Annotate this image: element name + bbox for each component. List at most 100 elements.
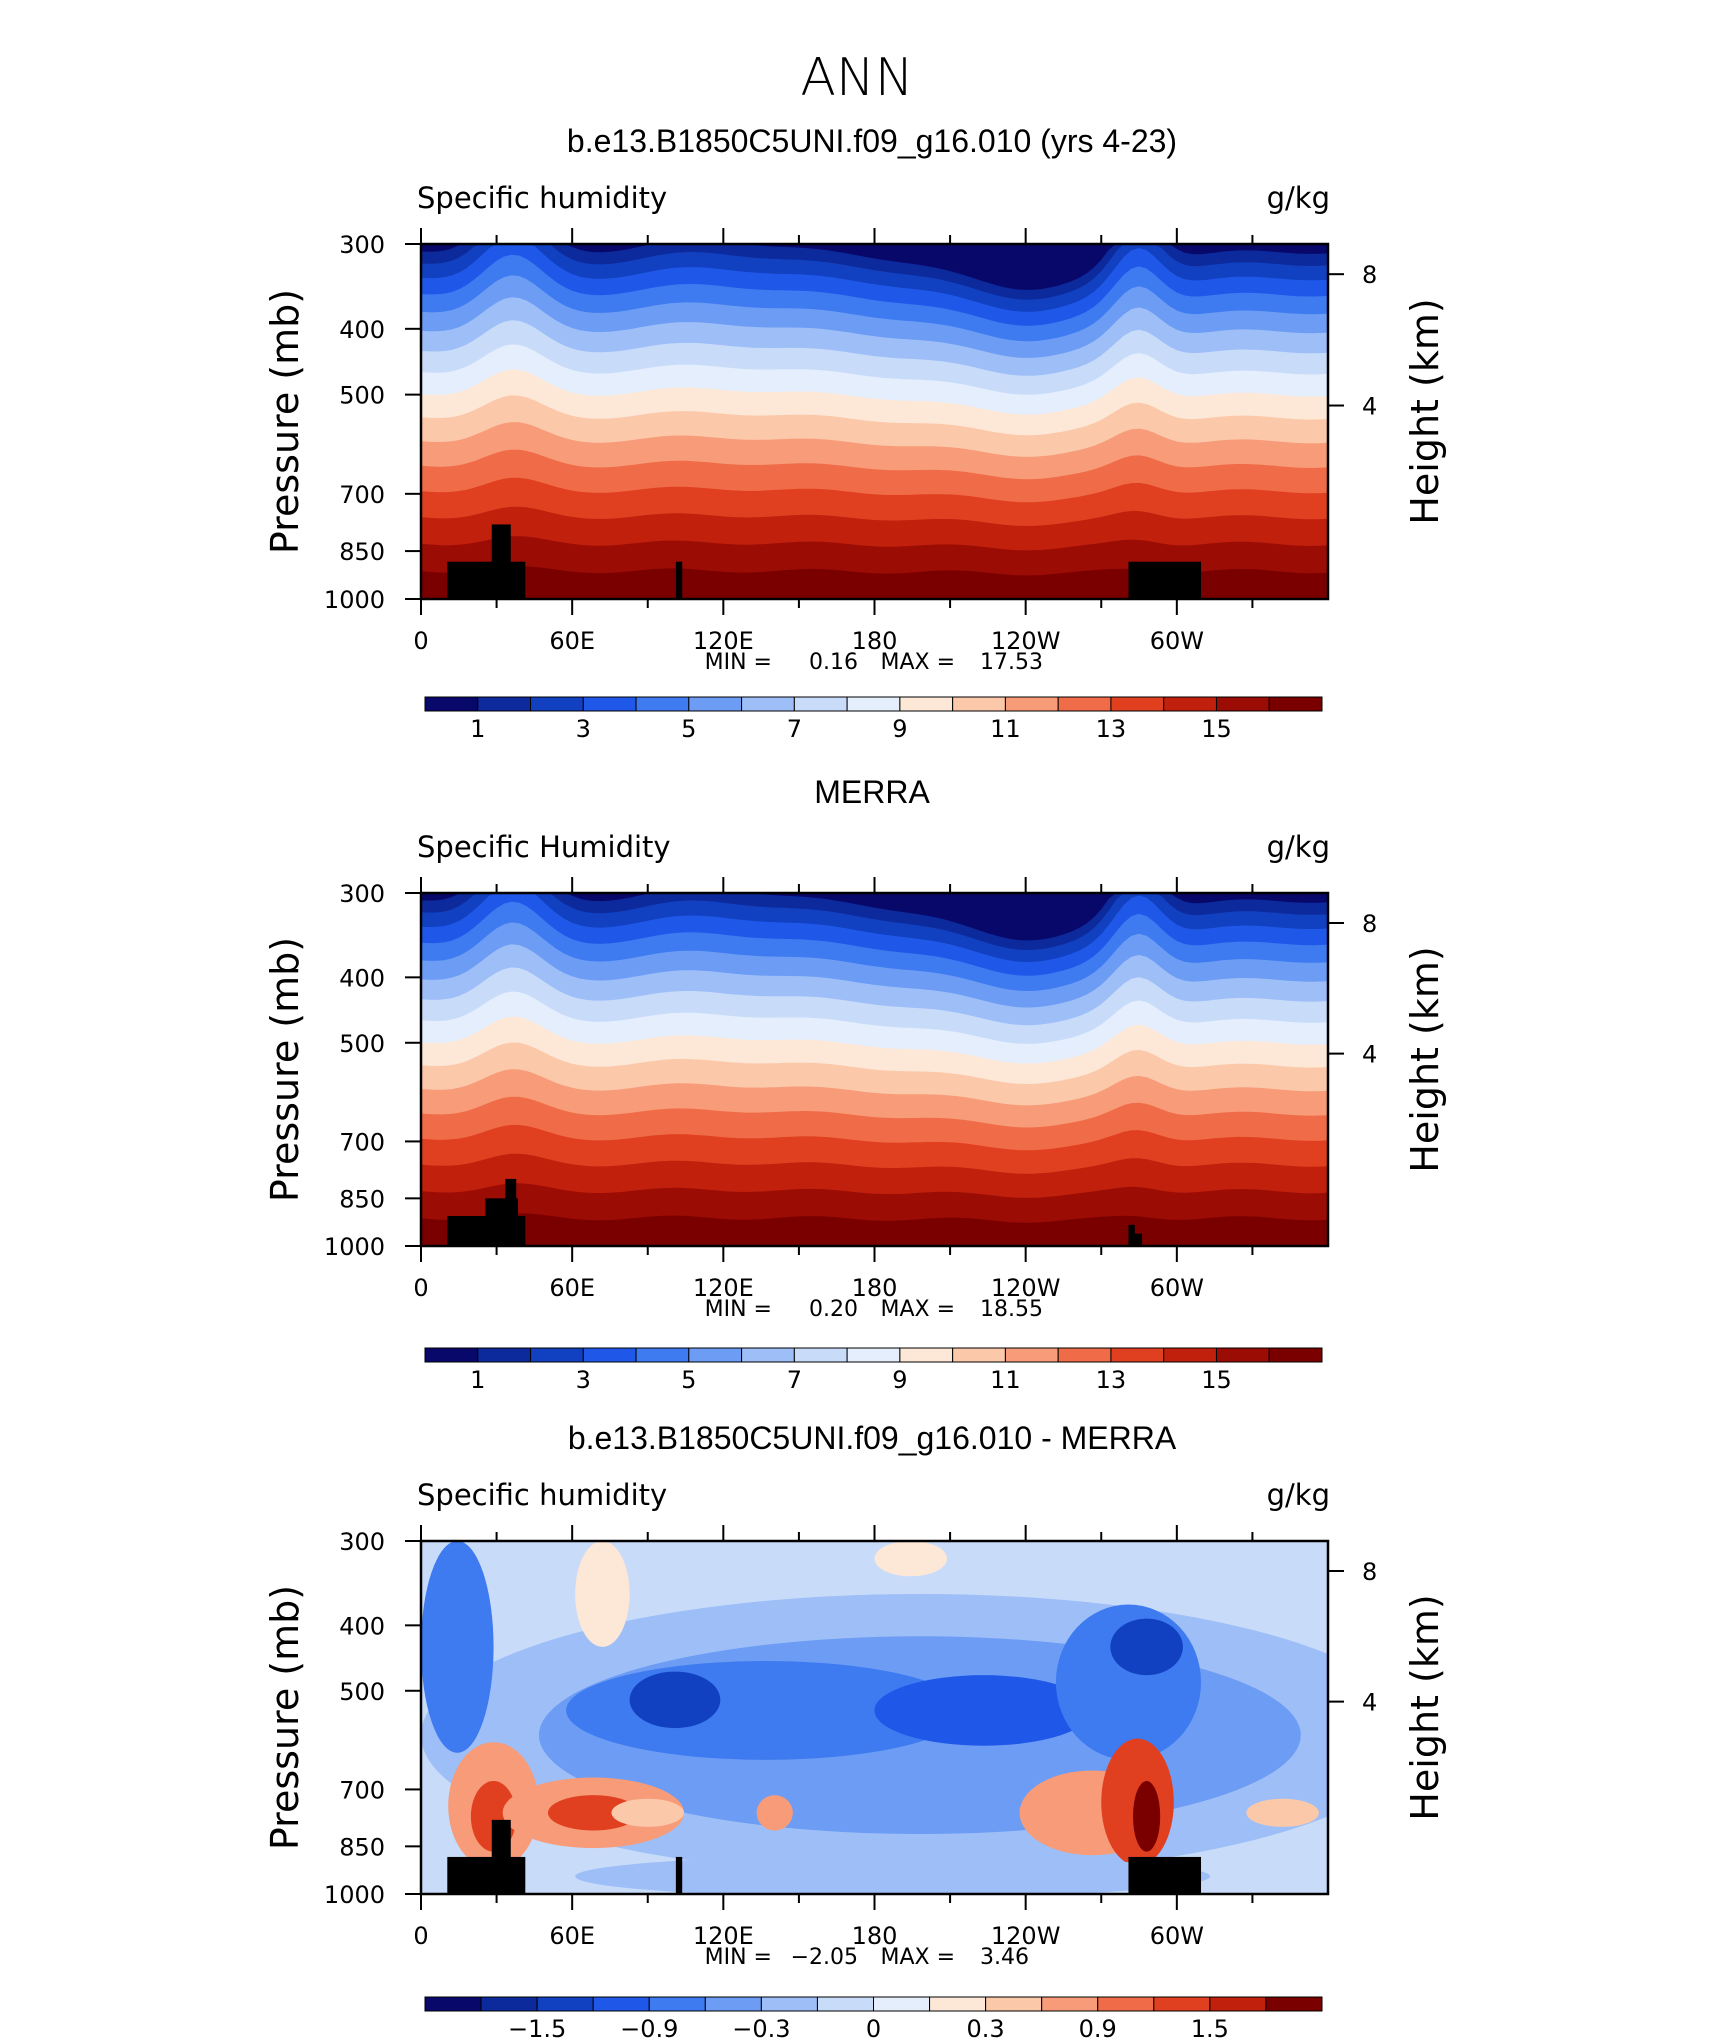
colorbar-swatch [480,1996,538,2012]
colorbar-label: 1 [470,715,485,743]
variable-label: Specific Humidity [417,830,671,864]
colorbar-label: 13 [1096,715,1127,743]
max-value: 18.55 [980,1297,1043,1322]
max-label: MAX = [880,1297,955,1322]
colorbar-label: 1 [470,1366,485,1394]
colorbar-swatch [688,1347,743,1363]
contour-field [421,244,1328,599]
panel-title: b.e13.B1850C5UNI.f09_g16.010 - MERRA [568,1420,1177,1456]
contour-level [421,566,1328,599]
colorbar-swatch [1057,696,1112,712]
colorbar-swatch [1004,696,1059,712]
colorbar-swatch [793,696,848,712]
panel-title: b.e13.B1850C5UNI.f09_g16.010 (yrs 4-23) [567,123,1177,159]
x-tick-label: 180 [852,1922,898,1950]
colorbar-swatch [582,696,637,712]
colorbar-swatch [704,1996,762,2012]
x-tick-label: 180 [852,1274,898,1302]
units-label: g/kg [1267,181,1330,215]
x-tick-label: 60E [549,1274,595,1302]
max-value: 17.53 [980,650,1043,675]
y-axis-title: Pressure (mb) [263,937,307,1202]
colorbar-swatch [816,1996,874,2012]
x-tick-label: 60E [549,627,595,655]
colorbar-swatch [648,1996,706,2012]
min-label: MIN = [705,1945,772,1970]
contour-level [1246,1798,1319,1827]
colorbar-label: 3 [576,1366,591,1394]
colorbar-label: 3 [576,715,591,743]
variable-label: Specific humidity [417,181,667,215]
x-tick-label: 120E [693,627,754,655]
colorbar-label: 5 [681,715,696,743]
units-label: g/kg [1267,1478,1330,1512]
colorbar-swatch [477,1347,532,1363]
y-tick-label: 1000 [324,1881,385,1909]
min-value: −2.05 [791,1945,858,1970]
x-tick-label: 120W [991,627,1061,655]
colorbar-label: 11 [990,1366,1021,1394]
colorbar-swatch [1153,1996,1211,2012]
colorbar-swatch [741,1347,795,1363]
min-label: MIN = [705,1297,772,1322]
topography-mask [1131,1233,1143,1246]
colorbar-swatch [530,1347,584,1363]
colorbar-swatch [1004,1347,1059,1363]
colorbar-swatch [688,696,743,712]
colorbar-label: −0.9 [620,2015,678,2038]
y-axis-title: Pressure (mb) [263,1585,307,1850]
colorbar-swatch [846,1347,901,1363]
contour-level [421,1213,1328,1246]
colorbar-label: 15 [1201,715,1232,743]
y-tick-label: 1000 [324,1233,385,1261]
colorbar-swatch [424,1996,482,2012]
colorbar-swatch [1110,696,1165,712]
contour-level [874,1541,948,1577]
topography-mask [1128,1856,1202,1894]
colorbar-swatch [1163,1347,1217,1363]
contour-level [547,1795,639,1831]
colorbar-label: −1.5 [508,2015,566,2038]
x-tick-label: 0 [413,627,428,655]
y-tick-label: 700 [339,481,385,509]
colorbar-swatch [592,1996,650,2012]
colorbar-swatch [1215,1347,1270,1363]
colorbar-swatch [635,1347,690,1363]
colorbar-swatch [1265,1996,1323,2012]
contour-level [874,1675,1093,1746]
y-tick-label: 400 [339,316,385,344]
y-tick-label: 1000 [324,586,385,614]
topography-mask [447,561,526,599]
x-tick-label: 180 [852,627,898,655]
colorbar-swatch [899,696,954,712]
min-value: 0.16 [809,650,858,675]
contour-level [1110,1618,1183,1676]
height-tick-label: 8 [1362,1558,1377,1586]
height-tick-label: 8 [1362,261,1377,289]
colorbar-swatch [477,696,532,712]
colorbar-swatch [1268,696,1323,712]
height-tick-label: 4 [1362,393,1377,421]
contour-level [611,1798,685,1827]
colorbar-swatch [793,1347,848,1363]
min-value: 0.20 [809,1297,858,1322]
colorbar-label: 1.5 [1191,2015,1229,2038]
y-tick-label: 400 [339,1612,385,1640]
colorbar-swatch [985,1996,1043,2012]
y-tick-label: 300 [339,880,385,908]
x-tick-label: 120W [991,1922,1061,1950]
colorbar-label: 0 [866,2015,881,2038]
height-tick-label: 4 [1362,1689,1377,1717]
figure-title: ANN [800,48,913,108]
y-tick-label: 700 [339,1776,385,1804]
topography-mask [505,1178,517,1246]
contour-level [575,1855,1210,1894]
colorbar-swatch [952,1347,1006,1363]
topography-mask [491,1819,511,1894]
colorbar-label: −0.3 [732,2015,790,2038]
colorbar-swatch [1110,1347,1165,1363]
topography-mask [447,1856,526,1894]
colorbar-label: 0.9 [1079,2015,1117,2038]
x-tick-label: 120E [693,1274,754,1302]
colorbar-swatch [582,1347,637,1363]
